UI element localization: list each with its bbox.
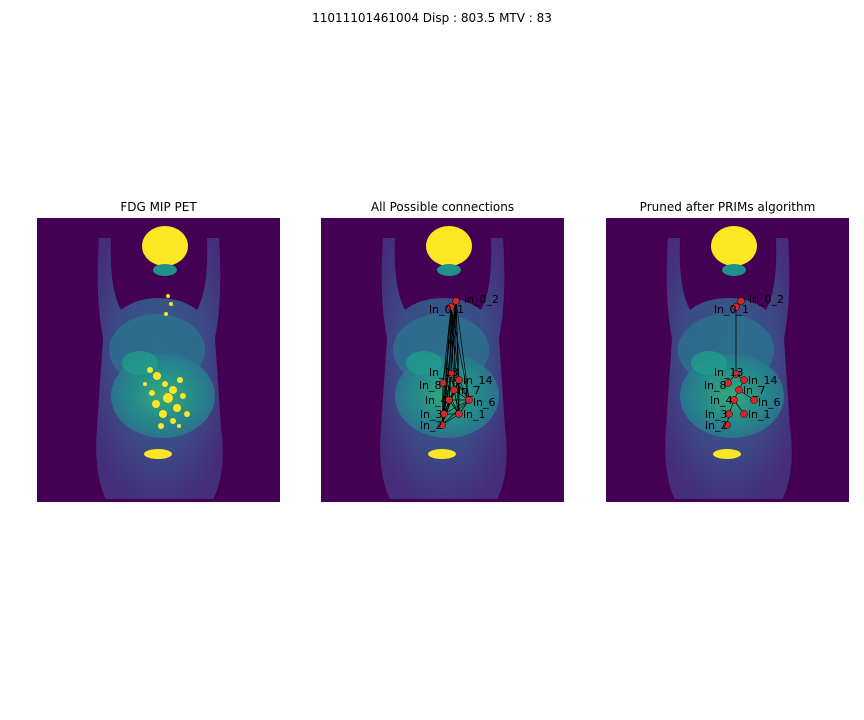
node-label: ln_2 xyxy=(705,419,728,432)
graph-node xyxy=(732,370,740,378)
graph-node xyxy=(740,410,748,418)
pet-image-mip xyxy=(37,218,280,502)
graph-node xyxy=(732,303,740,311)
node-label: ln_0_2 xyxy=(464,293,499,306)
node-label: ln_6 xyxy=(758,396,781,409)
graph-edge xyxy=(450,373,470,401)
graph-node xyxy=(730,396,738,404)
panel-pruned: ln_0_2 ln_0_1 ln_13 ln_14 ln_8 ln_7 ln_4 ln_6 ln… xyxy=(606,218,849,502)
panel-title-mip: FDG MIP PET xyxy=(120,200,197,214)
graph-edge xyxy=(450,306,470,401)
graph-node xyxy=(455,410,463,418)
node-label: ln_8 xyxy=(419,379,442,392)
node-label: ln_1 xyxy=(748,408,771,421)
edges-all xyxy=(441,300,470,426)
node-label: ln_3 xyxy=(705,408,728,421)
graph-node xyxy=(450,386,458,394)
graph-node xyxy=(750,396,758,404)
node-label: ln_1 xyxy=(463,408,486,421)
graph-edge xyxy=(442,300,457,384)
node-label: ln_0_1 xyxy=(714,303,749,316)
graph-node xyxy=(452,297,460,305)
node-label: ln_7 xyxy=(743,384,766,397)
graph-node xyxy=(445,396,453,404)
panel-mip-pet xyxy=(37,218,280,502)
graph-edge xyxy=(455,300,470,401)
graph-node xyxy=(725,410,733,418)
graph-edge xyxy=(450,306,460,415)
graph-edge xyxy=(441,389,455,426)
node-label: ln_13 xyxy=(714,366,744,379)
node-label: ln_4 xyxy=(710,394,733,407)
node-label: ln_14 xyxy=(748,374,778,387)
graph-edge xyxy=(441,399,470,426)
graph-node xyxy=(438,421,446,429)
graph-node xyxy=(439,379,447,387)
node-label: ln_13 xyxy=(429,366,459,379)
graph-edge xyxy=(455,300,460,415)
graph-node xyxy=(455,376,463,384)
graph-node xyxy=(723,421,731,429)
node-label: ln_3 xyxy=(420,408,443,421)
graph-edge xyxy=(442,306,452,384)
graph-edge xyxy=(450,306,460,381)
node-label: ln_0_1 xyxy=(429,303,464,316)
panel-all-connections: ln_0_2 ln_0_1 ln_13 ln_14 ln_8 ln_7 ln_4 ln_6 ln… xyxy=(321,218,564,502)
node-label: ln_4 xyxy=(425,394,448,407)
node-label: ln_14 xyxy=(463,374,493,387)
graph-edge xyxy=(441,382,444,426)
node-label: ln_0_2 xyxy=(749,293,784,306)
graph-node xyxy=(465,396,473,404)
graph-node xyxy=(447,370,455,378)
panel-title-all-connections: All Possible connections xyxy=(370,200,515,214)
node-label: ln_2 xyxy=(420,419,443,432)
graph-node xyxy=(440,410,448,418)
node-label: ln_7 xyxy=(458,384,481,397)
graph-node xyxy=(724,379,732,387)
uptake-spots xyxy=(143,294,190,429)
graph-node xyxy=(447,303,455,311)
node-label: ln_6 xyxy=(473,396,496,409)
figure-suptitle: 11011101461004 Disp : 803.5 MTV : 83 xyxy=(312,11,552,25)
graph-node xyxy=(737,297,745,305)
panel-title-pruned: Pruned after PRIMs algorithm xyxy=(639,200,816,214)
node-label: ln_8 xyxy=(704,379,727,392)
graph-node xyxy=(740,376,748,384)
graph-edge xyxy=(443,399,470,415)
graph-node xyxy=(735,386,743,394)
